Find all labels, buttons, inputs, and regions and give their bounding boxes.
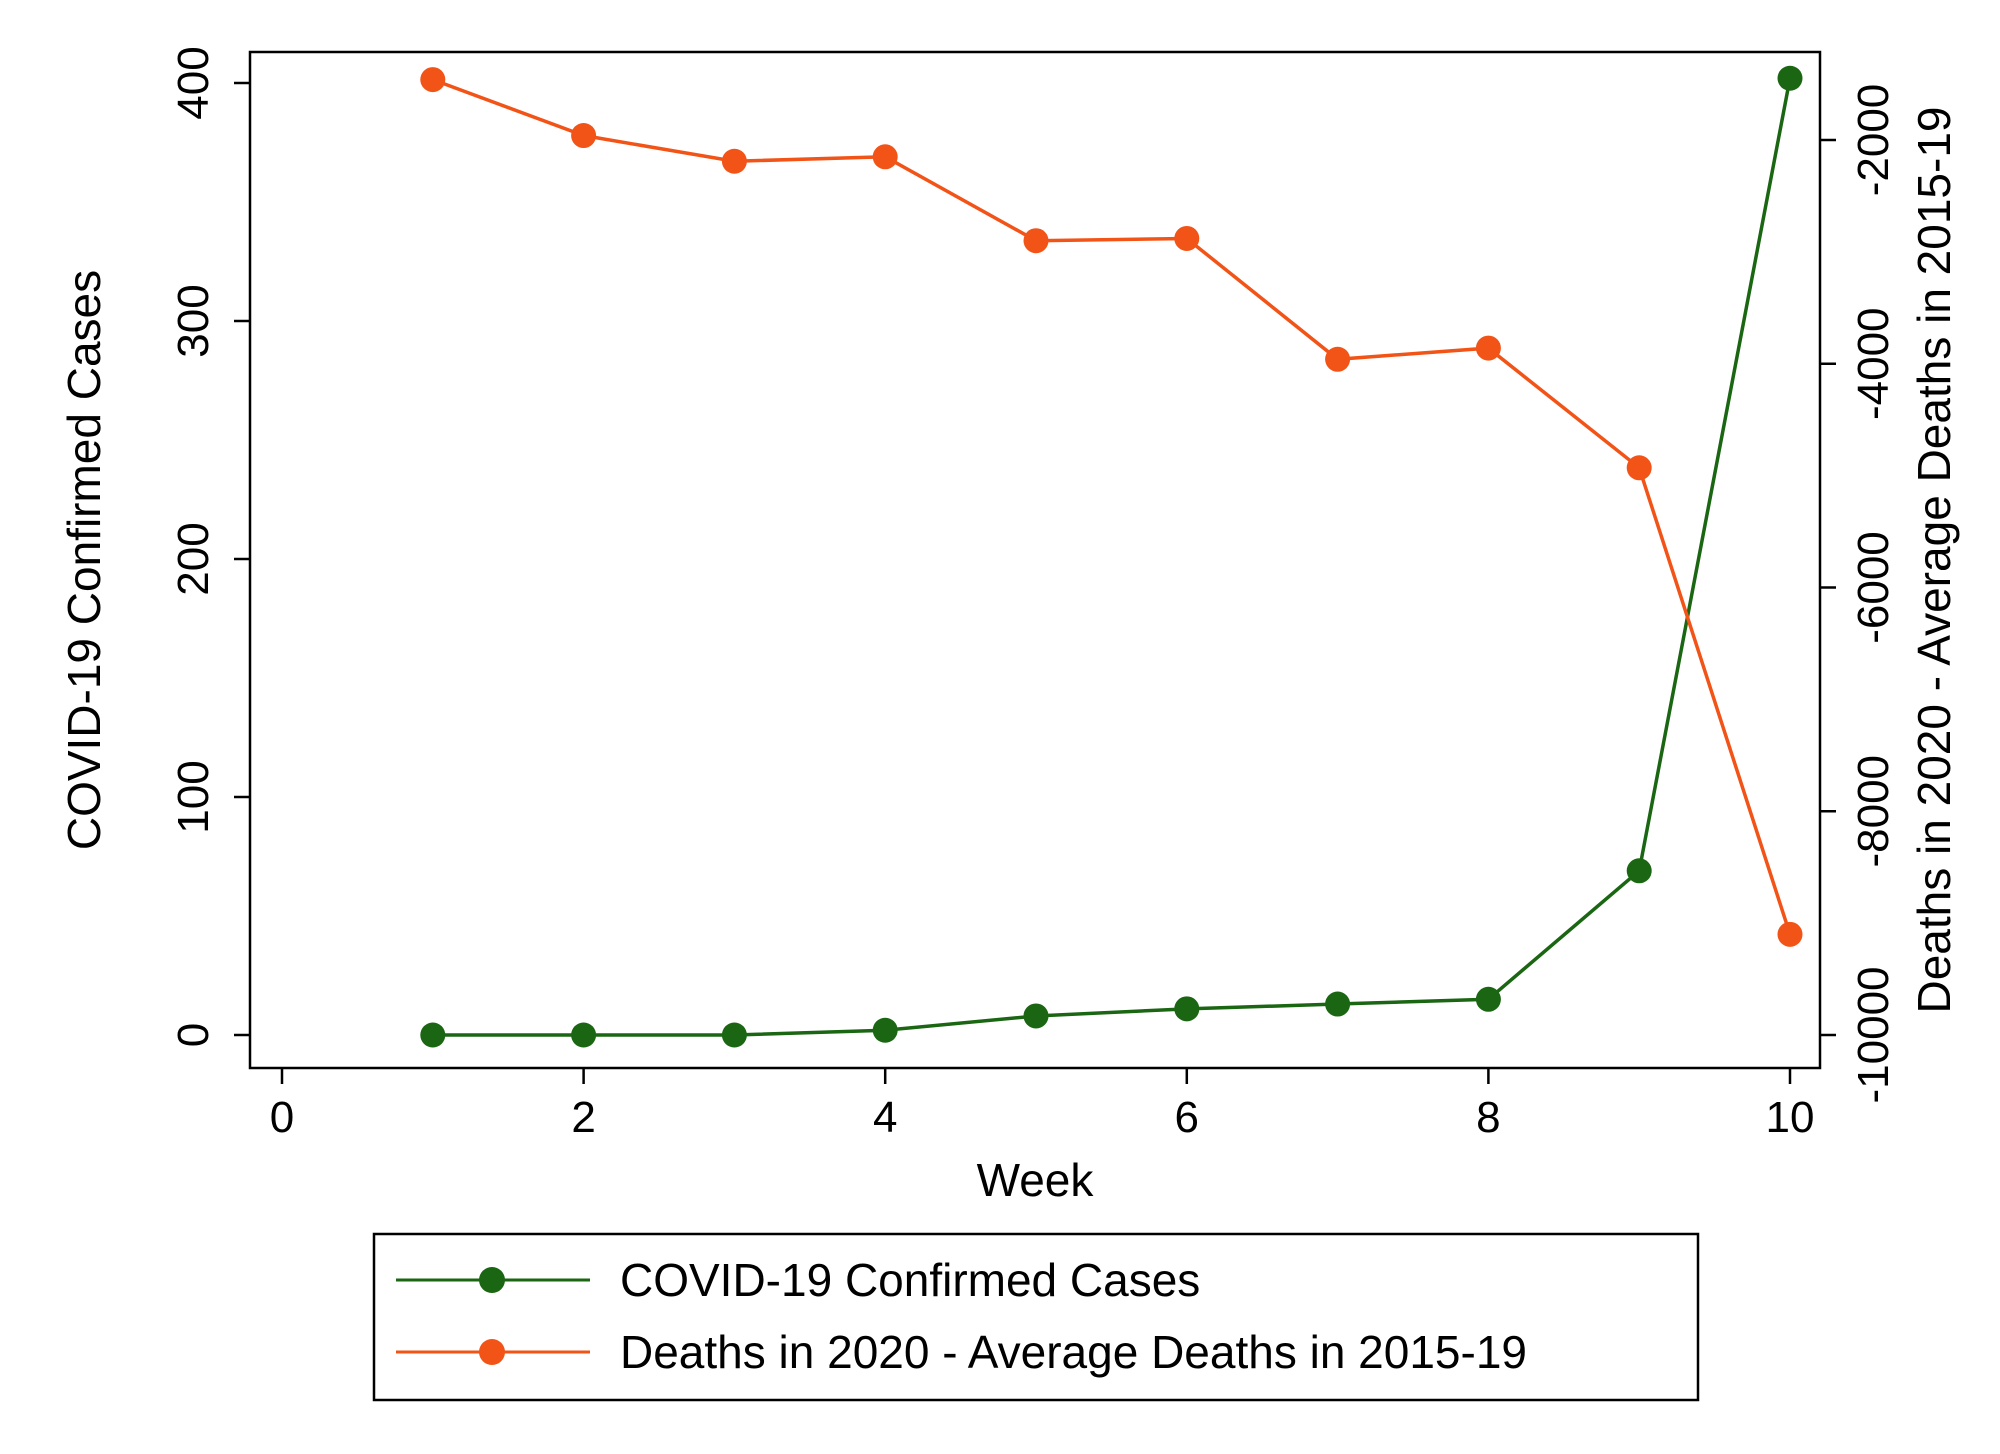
data-point-deaths bbox=[420, 67, 446, 93]
x-axis-ticks: 0 2 4 6 8 10 bbox=[270, 1068, 1815, 1142]
left-y-axis-ticks: 0 100 200 300 400 bbox=[169, 46, 250, 1047]
left-y-axis-title: COVID-19 Confirmed Cases bbox=[58, 270, 110, 850]
legend-label-cases: COVID-19 Confirmed Cases bbox=[620, 1254, 1200, 1306]
data-point-cases bbox=[1777, 65, 1803, 91]
right-y-tick-label: -10000 bbox=[1849, 966, 1898, 1103]
data-point-cases bbox=[1626, 858, 1652, 884]
legend-label-deaths: Deaths in 2020 - Average Deaths in 2015-… bbox=[620, 1326, 1527, 1378]
x-axis-title: Week bbox=[977, 1154, 1095, 1206]
data-point-deaths bbox=[1325, 346, 1351, 372]
data-point-cases bbox=[1325, 991, 1351, 1017]
data-point-deaths bbox=[571, 123, 597, 149]
data-point-deaths bbox=[1174, 225, 1200, 251]
right-y-tick-label: -6000 bbox=[1849, 531, 1898, 644]
data-point-cases bbox=[571, 1022, 597, 1048]
right-y-axis-ticks: -10000 -8000 -6000 -4000 -2000 bbox=[1820, 84, 1898, 1104]
legend-marker-deaths bbox=[479, 1339, 505, 1365]
series-line-deaths bbox=[432, 77, 1792, 935]
right-y-tick-label: -8000 bbox=[1849, 755, 1898, 868]
x-tick-label: 2 bbox=[571, 1093, 595, 1142]
series-layer bbox=[420, 65, 1803, 1048]
x-tick-label: 6 bbox=[1175, 1093, 1199, 1142]
left-y-tick-label: 300 bbox=[169, 284, 218, 357]
x-tick-label: 8 bbox=[1476, 1093, 1500, 1142]
left-y-tick-label: 100 bbox=[169, 760, 218, 833]
data-point-deaths bbox=[721, 148, 747, 174]
left-y-tick-label: 400 bbox=[169, 46, 218, 119]
right-y-tick-label: -2000 bbox=[1849, 84, 1898, 197]
x-tick-label: 0 bbox=[270, 1093, 294, 1142]
data-point-deaths bbox=[1475, 335, 1501, 361]
data-point-deaths bbox=[1023, 228, 1049, 254]
data-point-cases bbox=[1475, 986, 1501, 1012]
data-point-cases bbox=[872, 1017, 898, 1043]
x-tick-label: 10 bbox=[1766, 1093, 1815, 1142]
right-y-axis-title: Deaths in 2020 - Average Deaths in 2015-… bbox=[1908, 107, 1960, 1014]
data-point-deaths bbox=[872, 144, 898, 170]
data-point-deaths bbox=[1626, 455, 1652, 481]
x-tick-label: 4 bbox=[873, 1093, 897, 1142]
series-line-cases bbox=[432, 77, 1792, 1037]
legend: COVID-19 Confirmed Cases Deaths in 2020 … bbox=[372, 1232, 1700, 1402]
data-point-deaths bbox=[1777, 921, 1803, 947]
legend-marker-cases bbox=[479, 1267, 505, 1293]
left-y-tick-label: 200 bbox=[169, 522, 218, 595]
legend-frame bbox=[372, 1232, 1700, 1402]
data-point-cases bbox=[1023, 1003, 1049, 1029]
data-point-cases bbox=[1174, 996, 1200, 1022]
data-point-cases bbox=[721, 1022, 747, 1048]
right-y-tick-label: -4000 bbox=[1849, 307, 1898, 420]
left-y-tick-label: 0 bbox=[169, 1023, 218, 1047]
data-point-cases bbox=[420, 1022, 446, 1048]
